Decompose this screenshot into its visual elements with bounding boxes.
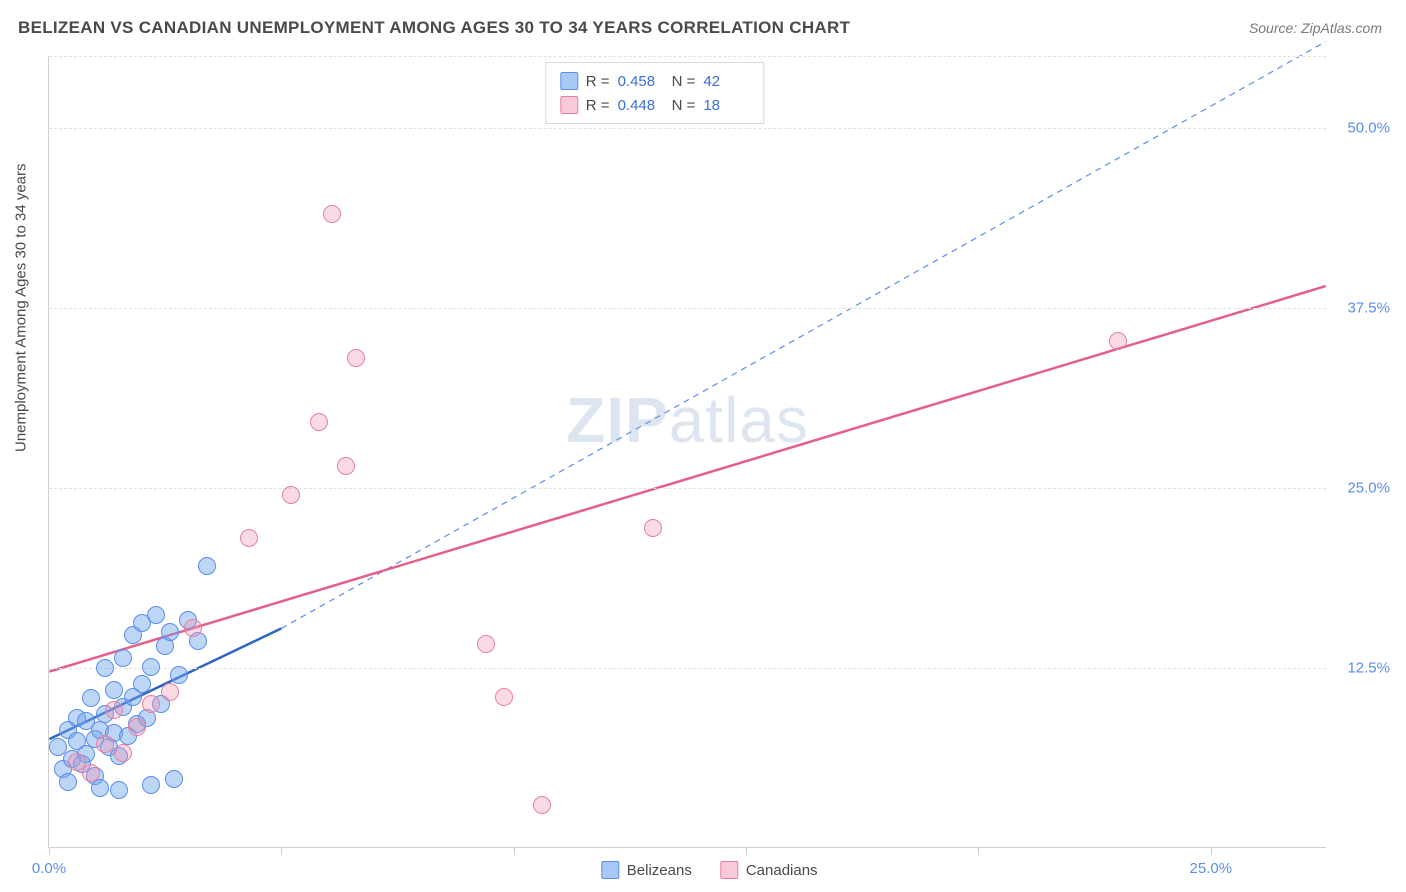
data-point-blue [198,557,216,575]
data-point-pink [96,735,114,753]
gridline [49,488,1326,489]
data-point-pink [1109,332,1127,350]
y-axis-label: Unemployment Among Ages 30 to 34 years [13,163,30,452]
data-point-pink [282,486,300,504]
data-point-blue [110,781,128,799]
swatch-pink-icon [560,96,578,114]
x-tick-label: 25.0% [1190,860,1233,877]
swatch-blue-icon [560,72,578,90]
trend-line [281,42,1325,629]
data-point-blue [165,770,183,788]
data-point-blue [142,658,160,676]
x-tick [1211,847,1212,855]
data-point-blue [96,659,114,677]
x-tick-label: 0.0% [32,860,66,877]
data-point-pink [644,519,662,537]
legend-row-canadians: R = 0.448 N = 18 [560,93,750,117]
y-tick-label: 25.0% [1347,480,1390,497]
data-point-blue [59,773,77,791]
gridline [49,668,1326,669]
chart-title: BELIZEAN VS CANADIAN UNEMPLOYMENT AMONG … [18,18,850,38]
data-point-pink [161,683,179,701]
trend-line [49,286,1325,671]
y-tick-label: 12.5% [1347,660,1390,677]
data-point-pink [533,796,551,814]
x-tick [978,847,979,855]
data-point-blue [114,649,132,667]
data-point-pink [240,529,258,547]
data-point-pink [184,619,202,637]
data-point-pink [142,695,160,713]
source-attribution: Source: ZipAtlas.com [1249,20,1382,36]
data-point-pink [82,764,100,782]
data-point-blue [170,666,188,684]
legend-item-canadians: Canadians [720,861,818,879]
y-tick-label: 37.5% [1347,300,1390,317]
data-point-blue [161,623,179,641]
data-point-pink [347,349,365,367]
data-point-pink [105,701,123,719]
data-point-blue [147,606,165,624]
x-tick [746,847,747,855]
data-point-pink [477,635,495,653]
data-point-blue [82,689,100,707]
legend-row-belizeans: R = 0.458 N = 42 [560,69,750,93]
data-point-pink [323,205,341,223]
swatch-blue-icon [601,861,619,879]
legend-item-belizeans: Belizeans [601,861,692,879]
swatch-pink-icon [720,861,738,879]
gridline [49,308,1326,309]
gridline [49,128,1326,129]
data-point-pink [310,413,328,431]
correlation-legend: R = 0.458 N = 42 R = 0.448 N = 18 [545,62,765,124]
data-point-pink [114,744,132,762]
data-point-pink [495,688,513,706]
x-tick [49,847,50,855]
data-point-blue [142,776,160,794]
data-point-pink [337,457,355,475]
data-point-blue [133,675,151,693]
y-tick-label: 50.0% [1347,120,1390,137]
data-point-pink [128,718,146,736]
gridline [49,56,1326,57]
x-tick [281,847,282,855]
series-legend: Belizeans Canadians [601,861,818,879]
data-point-blue [105,681,123,699]
x-tick [514,847,515,855]
chart-plot-area: Unemployment Among Ages 30 to 34 years Z… [48,56,1326,848]
